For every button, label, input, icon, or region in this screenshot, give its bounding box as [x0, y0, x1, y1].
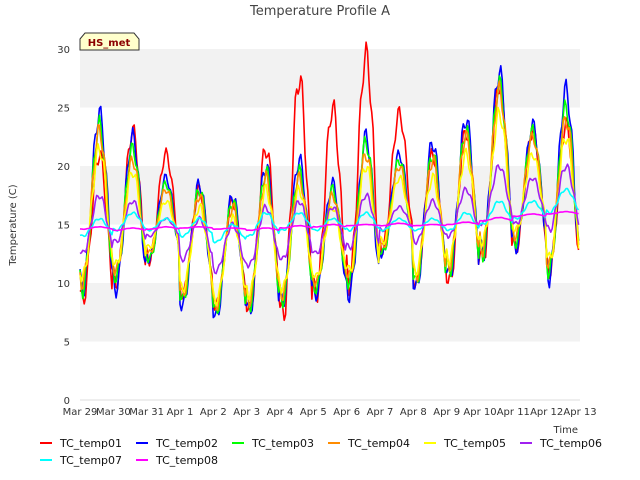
site-badge-box: [79, 32, 140, 51]
series-line-tc-temp04: [79, 80, 580, 312]
chart-title: Temperature Profile A: [249, 4, 390, 19]
y-tick-label: 30: [57, 45, 70, 56]
y-tick-label: 15: [57, 221, 70, 232]
legend-label: TC_temp05: [443, 437, 506, 450]
x-tick-label: Apr 11: [497, 407, 530, 418]
y-axis-label: Temperature (C): [8, 184, 19, 266]
series-line-tc-temp07: [79, 187, 580, 244]
x-axis-label: Time: [553, 425, 578, 436]
y-tick-label: 20: [57, 162, 70, 173]
x-tick-label: Apr 9: [433, 407, 460, 418]
y-axis-ticks: 0 5 10 15 20 25 30: [57, 45, 70, 407]
x-tick-label: Apr 13: [563, 407, 596, 418]
series-line-tc-temp01: [79, 41, 580, 322]
x-tick-label: Apr 12: [530, 407, 563, 418]
legend-label: TC_temp01: [59, 437, 122, 450]
site-badge: HS_met: [79, 32, 140, 51]
grid-band: [80, 49, 580, 108]
x-tick-label: Apr 6: [333, 407, 360, 418]
grid-band: [80, 224, 580, 283]
legend-label: TC_temp02: [155, 437, 218, 450]
x-tick-label: Mar 29: [63, 407, 98, 418]
x-tick-label: Mar 30: [96, 407, 131, 418]
x-tick-label: Apr 3: [233, 407, 260, 418]
legend-label: TC_temp08: [155, 454, 218, 467]
y-tick-label: 0: [64, 396, 70, 407]
legend-label: TC_temp07: [59, 454, 122, 467]
x-tick-label: Apr 1: [167, 407, 194, 418]
site-badge-label: HS_met: [88, 38, 131, 49]
x-tick-label: Apr 10: [463, 407, 496, 418]
y-tick-label: 5: [64, 338, 70, 349]
x-tick-label: Mar 31: [129, 407, 164, 418]
series-lines: [79, 41, 580, 322]
x-tick-label: Apr 5: [300, 407, 327, 418]
grid-band: [80, 341, 580, 400]
x-tick-label: Apr 2: [200, 407, 227, 418]
legend: TC_temp01 TC_temp02 TC_temp03 TC_temp04 TC_t…: [40, 437, 602, 467]
y-tick-label: 10: [57, 279, 70, 290]
x-tick-label: Apr 4: [267, 407, 294, 418]
background-bands: [80, 49, 580, 401]
legend-label: TC_temp03: [251, 437, 314, 450]
y-tick-label: 25: [57, 104, 70, 115]
legend-label: TC_temp04: [347, 437, 410, 450]
x-tick-label: Apr 8: [400, 407, 427, 418]
grid-band: [80, 283, 580, 342]
x-tick-label: Apr 7: [367, 407, 394, 418]
series-line-tc-temp08: [79, 210, 579, 232]
legend-label: TC_temp06: [539, 437, 602, 450]
